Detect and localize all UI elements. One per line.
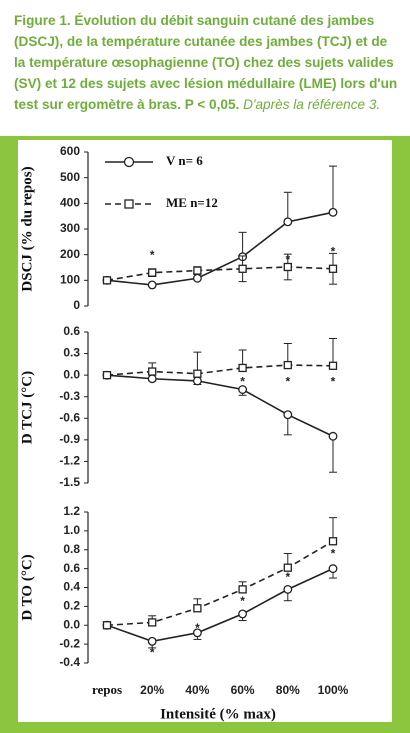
chart: 0 100 200 300 400 500 600 DSCJ (% du repos) V n=… <box>19 144 349 722</box>
legend-marker <box>123 156 135 168</box>
annotation: * <box>285 570 290 584</box>
y-tick-label: 0 <box>73 298 80 312</box>
marker <box>148 367 157 376</box>
y-tick-label: 1.0 <box>63 523 80 537</box>
marker <box>102 370 112 380</box>
annotation: * <box>240 375 245 389</box>
y-tick-label: 100 <box>60 273 80 287</box>
y-tick-label: 0.2 <box>63 599 80 613</box>
annotation: * <box>150 646 155 660</box>
marker <box>193 266 202 275</box>
annotation: * <box>195 621 200 635</box>
y-tick-label: -0.3 <box>59 389 80 403</box>
y-tick-label: 200 <box>60 247 80 261</box>
x-tick-label: repos <box>92 682 122 697</box>
y-tick-label: 0.6 <box>63 324 80 338</box>
marker <box>193 604 202 613</box>
marker <box>283 262 292 272</box>
series-line <box>106 211 334 286</box>
marker <box>283 360 292 370</box>
x-tick-label: 80% <box>276 683 300 697</box>
caption-source: D'après la référence 3. <box>243 97 381 112</box>
y-tick-label: 300 <box>60 221 80 235</box>
marker <box>328 537 338 546</box>
marker <box>238 264 247 273</box>
annotation: * <box>150 248 155 262</box>
series-line <box>106 266 334 282</box>
x-tick-label: 60% <box>231 683 255 697</box>
x-tick-label: 40% <box>185 683 209 697</box>
legend-label: V n= 6 <box>166 153 203 168</box>
annotation: * <box>331 547 336 561</box>
annotation: * <box>331 375 336 389</box>
y-tick-label: -0.6 <box>59 410 80 424</box>
y-tick-label: 400 <box>60 196 80 210</box>
marker <box>102 276 112 285</box>
y-tick-label: 600 <box>60 144 80 158</box>
y-tick-label: 0.8 <box>63 542 80 556</box>
y-tick-label: -1.2 <box>59 454 80 468</box>
error-bar <box>329 436 337 473</box>
annotation: * <box>285 375 290 389</box>
error-bar <box>329 165 337 213</box>
marker <box>238 609 248 619</box>
marker <box>147 280 157 290</box>
y-axis-title: D TO (°C) <box>19 554 35 620</box>
marker <box>328 564 338 574</box>
marker <box>192 273 202 283</box>
marker <box>238 585 247 594</box>
marker <box>283 217 293 227</box>
error-bar <box>329 337 337 366</box>
caption-text: Figure 1. Évolution du débit sanguin cut… <box>14 13 398 112</box>
annotation: * <box>331 244 336 258</box>
y-tick-label: 0.0 <box>63 367 80 381</box>
y-tick-label: 0.0 <box>63 617 80 631</box>
marker <box>238 363 247 373</box>
legend-label: ME n=12 <box>166 195 218 210</box>
marker <box>147 636 157 646</box>
marker <box>148 618 157 627</box>
y-axis-title: DSCJ (% du repos) <box>19 166 35 291</box>
marker <box>147 374 157 384</box>
marker <box>283 563 292 572</box>
marker <box>192 628 202 638</box>
x-tick-label: 100% <box>318 683 349 697</box>
y-axis-title: D TCJ (°C) <box>19 371 35 444</box>
y-tick-label: -0.9 <box>59 432 80 446</box>
y-tick-label: 1.2 <box>63 504 80 518</box>
error-bar <box>283 191 292 222</box>
marker <box>193 369 202 378</box>
series-line <box>106 540 334 627</box>
marker <box>328 207 338 217</box>
marker <box>148 268 157 277</box>
series-line <box>106 567 334 643</box>
y-tick-label: 0.3 <box>63 346 80 360</box>
caption: Figure 1. Évolution du débit sanguin cut… <box>14 10 398 115</box>
x-axis-title: Intensité (% max) <box>160 706 276 722</box>
series-line <box>106 374 334 437</box>
marker <box>283 410 293 420</box>
y-tick-label: -0.2 <box>59 636 80 650</box>
legend-marker <box>124 199 134 209</box>
caption-box: Figure 1. Évolution du débit sanguin cut… <box>0 0 410 136</box>
y-tick-label: -1.5 <box>59 475 80 489</box>
y-tick-label: 0.6 <box>63 561 80 575</box>
marker <box>192 376 202 386</box>
marker <box>238 385 248 394</box>
y-tick-label: 500 <box>60 170 80 184</box>
marker <box>283 584 293 594</box>
annotation: * <box>240 594 245 608</box>
figure: 0 100 200 300 400 500 600 DSCJ (% du repos) V n=… <box>18 140 392 722</box>
y-tick-label: -0.4 <box>59 655 80 669</box>
marker <box>102 621 112 630</box>
x-tick-label: 20% <box>140 683 164 697</box>
series-line <box>106 364 334 376</box>
y-tick-label: 0.4 <box>63 580 80 594</box>
marker <box>328 264 338 273</box>
marker <box>328 431 338 441</box>
annotation: * <box>285 252 290 266</box>
marker <box>328 361 338 370</box>
